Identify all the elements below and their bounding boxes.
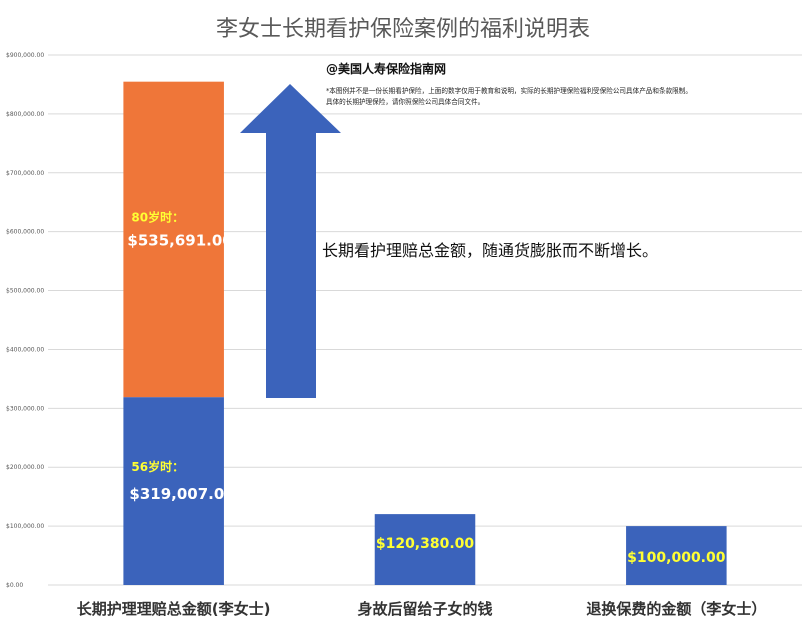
disclaimer-line-1: *本图例并不是一份长期看护保险，上面的数字仅用于教育和说明，实际的长期护理保险福… [326, 86, 692, 95]
source-label: @美国人寿保险指南网 [326, 61, 446, 76]
y-tick-label: $200,000.00 [6, 464, 44, 471]
x-category-label: 退换保费的金额（李女士） [586, 600, 766, 618]
bar-base-0 [123, 397, 224, 585]
chart-title: 李女士长期看护保险案例的福利说明表 [216, 17, 590, 42]
y-tick-label: $300,000.00 [6, 405, 44, 412]
disclaimer-line-2: 具体的长期护理保险，请你照保险公司具体合同文件。 [326, 97, 484, 106]
y-tick-label: $700,000.00 [6, 170, 44, 177]
bars: 56岁时： $319,007.00 80岁时： $535,691.00 $120,380… [123, 81, 727, 585]
y-tick-label: $100,000.00 [6, 523, 44, 530]
x-category-label: 身故后留给子女的钱 [357, 600, 492, 618]
y-tick-label: $0.00 [6, 582, 23, 589]
data-label-age-56: 56岁时： [131, 459, 184, 474]
data-label-amount-56: $319,007.00 [129, 485, 234, 503]
y-tick-label: $800,000.00 [6, 111, 44, 118]
inflation-growth-note: 长期看护理赔总金额，随通货膨胀而不断增长。 [322, 241, 658, 260]
bar-top-0 [123, 81, 224, 398]
growth-arrow [240, 84, 341, 398]
bar-base-1 [374, 514, 476, 585]
y-tick-label: $400,000.00 [6, 346, 44, 353]
data-label-age-80: 80岁时： [131, 210, 184, 225]
data-label-amount-80: $535,691.00 [127, 232, 232, 250]
y-tick-label: $900,000.00 [6, 52, 44, 59]
y-tick-label: $500,000.00 [6, 288, 44, 295]
y-tick-label: $600,000.00 [6, 229, 44, 236]
y-axis-tick-labels: $0.00 $100,000.00 $200,000.00 $300,000.00 $4… [6, 52, 44, 589]
data-label-amount-refund: $100,000.00 [627, 550, 726, 566]
bar-base-2 [626, 526, 727, 585]
x-category-label: 长期护理理赔总金额(李女士) [77, 600, 271, 618]
data-label-amount-heirs: $120,380.00 [376, 536, 475, 552]
x-axis-category-labels: 长期护理理赔总金额(李女士) 身故后留给子女的钱 退换保费的金额（李女士） [77, 600, 767, 618]
up-arrow-icon [240, 84, 341, 398]
